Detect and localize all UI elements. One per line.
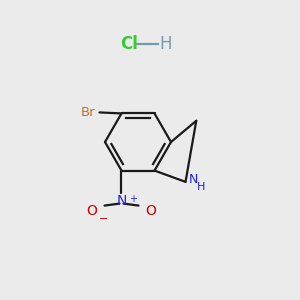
Text: O: O — [87, 204, 98, 218]
Text: H: H — [196, 182, 205, 192]
Text: Cl: Cl — [120, 35, 138, 53]
Text: N: N — [188, 173, 198, 186]
Text: H: H — [159, 35, 172, 53]
Text: N: N — [116, 194, 127, 208]
Text: Br: Br — [81, 106, 95, 119]
Text: −: − — [99, 214, 108, 224]
Text: O: O — [146, 204, 156, 218]
Text: +: + — [130, 194, 137, 204]
